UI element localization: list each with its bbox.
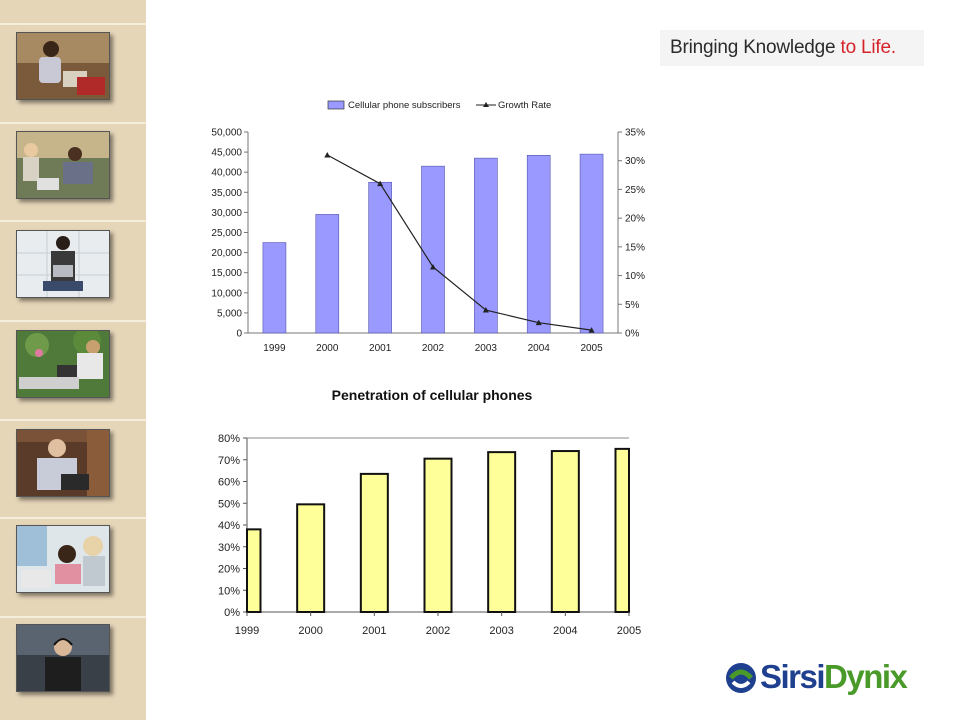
y-left-tick-label: 45,000 bbox=[211, 148, 242, 159]
y-right-tick-label: 20% bbox=[625, 214, 645, 225]
tagline-main: Bringing Knowledge bbox=[670, 37, 841, 58]
y-left-tick-label: 35,000 bbox=[211, 188, 242, 199]
y-right-tick-label: 10% bbox=[625, 271, 645, 282]
x-tick-label: 2000 bbox=[298, 625, 322, 637]
legend-marker-growth bbox=[483, 102, 489, 107]
sidebar-divider bbox=[0, 23, 146, 25]
x-tick-label: 2005 bbox=[617, 625, 641, 637]
bar-penetration bbox=[246, 528, 262, 614]
swirl-logo-icon bbox=[726, 663, 756, 693]
photo-children-computer-icon bbox=[16, 525, 110, 593]
x-tick-label: 2002 bbox=[426, 625, 450, 637]
photo-elderly-man-laptop-icon bbox=[16, 429, 110, 497]
bar-subscribers bbox=[421, 165, 445, 334]
y-left-tick-label: 30,000 bbox=[211, 208, 242, 219]
sidebar bbox=[0, 0, 146, 720]
bar-penetration bbox=[296, 503, 326, 613]
y-tick-label: 70% bbox=[218, 455, 240, 467]
photo-woman-laptop-icon bbox=[16, 230, 110, 298]
tagline-text: Bringing Knowledge to Life. bbox=[670, 37, 896, 59]
growth-rate-point bbox=[588, 327, 595, 333]
y-right-tick-label: 15% bbox=[625, 242, 645, 253]
growth-rate-point bbox=[324, 151, 331, 158]
x-tick-label: 2001 bbox=[369, 343, 392, 354]
sirsidynix-logo: SirsiDynix bbox=[722, 655, 932, 701]
bar-penetration bbox=[487, 451, 517, 613]
x-tick-label: 2003 bbox=[489, 625, 513, 637]
y-tick-label: 50% bbox=[218, 498, 240, 510]
y-right-tick-label: 0% bbox=[625, 329, 640, 340]
subscribers-growth-chart: Cellular phone subscribers Growth Rate 0 5,… bbox=[211, 100, 645, 354]
tagline-accent: to Life. bbox=[840, 37, 896, 58]
y-right-tick-label: 30% bbox=[625, 156, 645, 167]
x-tick-label: 2004 bbox=[528, 343, 551, 354]
photo-family-laptop-icon bbox=[16, 131, 110, 199]
legend-label-growth: Growth Rate bbox=[498, 100, 551, 111]
bar-penetration bbox=[550, 450, 580, 613]
growth-rate-point bbox=[430, 263, 436, 270]
y-tick-label: 30% bbox=[218, 542, 240, 554]
x-tick-label: 2000 bbox=[316, 343, 339, 354]
growth-rate-point bbox=[535, 319, 542, 326]
sidebar-divider bbox=[0, 517, 146, 519]
legend-swatch-subscribers bbox=[327, 100, 345, 110]
bar-subscribers bbox=[579, 153, 604, 334]
y-tick-label: 40% bbox=[218, 520, 240, 532]
y-tick-label: 20% bbox=[218, 564, 240, 576]
y-left-tick-label: 5,000 bbox=[217, 308, 242, 319]
sidebar-divider bbox=[0, 419, 146, 421]
tagline-banner: Bringing Knowledge to Life. bbox=[660, 30, 924, 66]
bar-subscribers bbox=[368, 181, 392, 334]
logo-part-dynix: Dynix bbox=[824, 658, 908, 695]
growth-rate-line bbox=[326, 154, 592, 331]
y-left-tick-label: 40,000 bbox=[211, 168, 242, 179]
bar-penetration bbox=[614, 447, 630, 613]
sidebar-divider bbox=[0, 122, 146, 124]
y-left-tick-label: 10,000 bbox=[211, 288, 242, 299]
bar-subscribers bbox=[474, 157, 498, 334]
growth-rate-point bbox=[377, 180, 384, 187]
logo-part-sirsi: Sirsi bbox=[760, 658, 826, 695]
x-tick-label: 1999 bbox=[263, 343, 286, 354]
logo-wordmark: SirsiDynix bbox=[760, 658, 908, 696]
x-tick-label: 2002 bbox=[422, 343, 445, 354]
bar-penetration bbox=[359, 472, 389, 613]
y-left-tick-label: 25,000 bbox=[211, 228, 242, 239]
y-right-tick-label: 5% bbox=[625, 300, 640, 311]
legend-label-subscribers: Cellular phone subscribers bbox=[348, 100, 461, 111]
x-tick-label: 1999 bbox=[235, 625, 259, 637]
chart-title: Penetration of cellular phones bbox=[332, 387, 533, 403]
sidebar-divider bbox=[0, 220, 146, 222]
photo-headset-user-icon bbox=[16, 624, 110, 692]
bar-subscribers bbox=[315, 214, 340, 334]
growth-rate-point bbox=[482, 307, 489, 313]
bar-subscribers bbox=[262, 242, 287, 334]
penetration-chart: Penetration of cellular phones 0% 10% 20% 30… bbox=[218, 387, 641, 637]
y-left-tick-label: 15,000 bbox=[211, 268, 242, 279]
y-right-tick-label: 35% bbox=[625, 128, 645, 139]
y-tick-label: 10% bbox=[218, 585, 240, 597]
y-tick-label: 80% bbox=[218, 433, 240, 445]
x-tick-label: 2004 bbox=[553, 625, 577, 637]
bar-subscribers bbox=[526, 155, 551, 334]
photo-child-reading-icon bbox=[16, 32, 110, 100]
sidebar-divider bbox=[0, 320, 146, 322]
y-tick-label: 0% bbox=[224, 607, 240, 619]
y-left-tick-label: 0 bbox=[236, 329, 242, 340]
x-tick-label: 2003 bbox=[475, 343, 498, 354]
photo-outdoor-laptop-icon bbox=[16, 330, 110, 398]
y-right-tick-label: 25% bbox=[625, 185, 645, 196]
y-tick-label: 60% bbox=[218, 477, 240, 489]
y-left-tick-label: 50,000 bbox=[211, 128, 242, 139]
sidebar-divider bbox=[0, 616, 146, 618]
y-left-tick-label: 20,000 bbox=[211, 248, 242, 259]
x-tick-label: 2001 bbox=[362, 625, 386, 637]
bar-penetration bbox=[423, 457, 453, 613]
x-tick-label: 2005 bbox=[580, 343, 603, 354]
